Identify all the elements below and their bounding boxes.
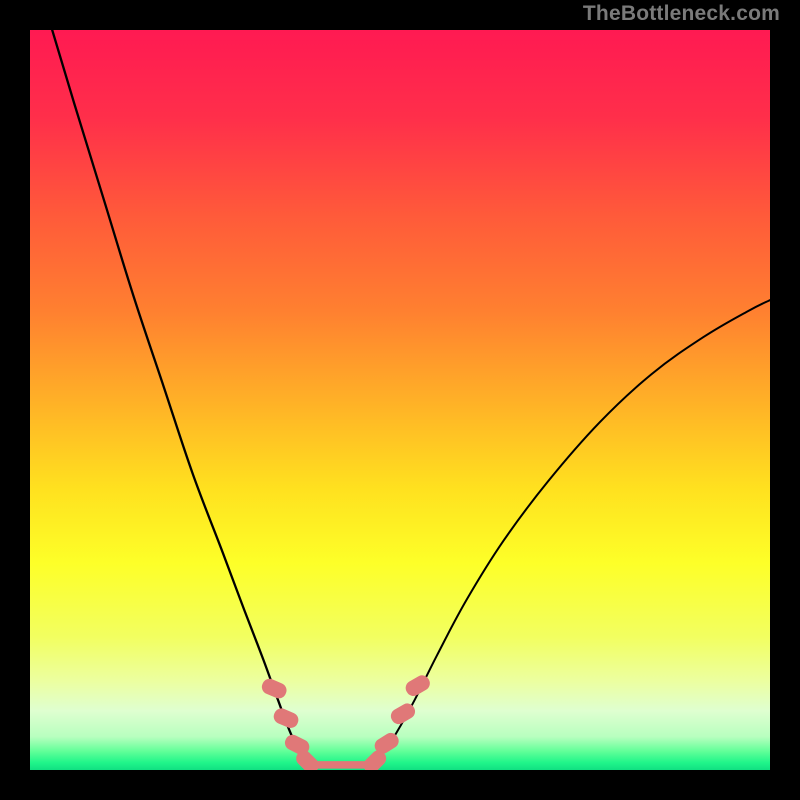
marker-group <box>260 673 433 770</box>
watermark-label: TheBottleneck.com <box>583 2 780 26</box>
curve-marker <box>260 677 289 701</box>
chart-container: TheBottleneck.com <box>0 0 800 800</box>
curve-marker <box>271 706 300 730</box>
curve-right-branch <box>370 300 770 766</box>
curve-left-branch <box>52 30 311 766</box>
plot-area <box>30 30 770 770</box>
curves-layer <box>30 30 770 770</box>
